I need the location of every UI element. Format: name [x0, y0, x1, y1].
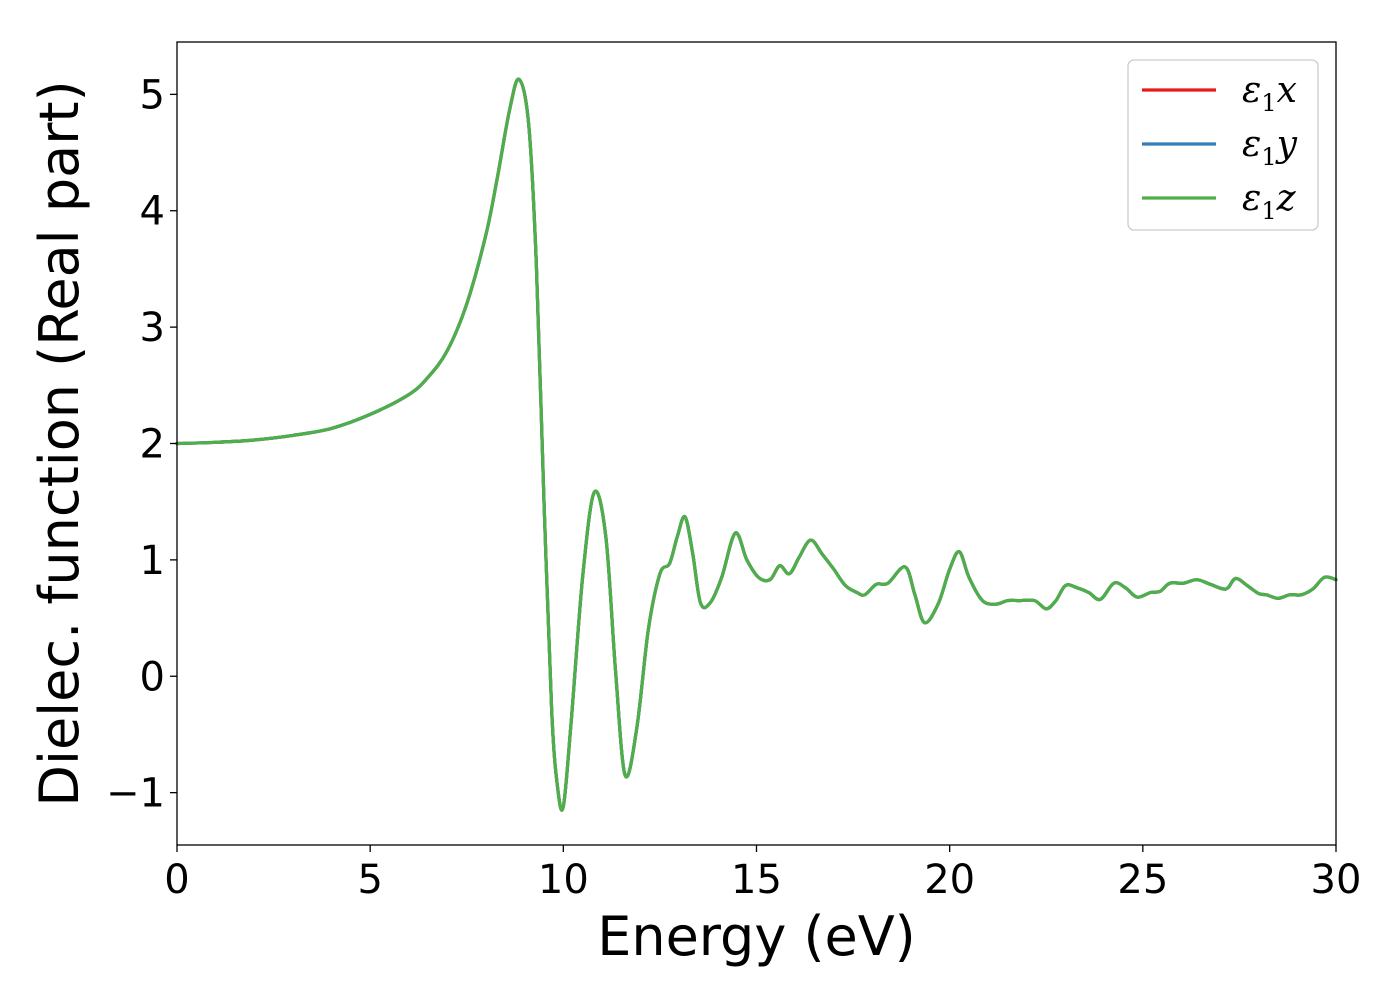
- x-tick-label: 15: [731, 857, 782, 903]
- x-tick-label: 10: [538, 857, 589, 903]
- x-tick-label: 0: [164, 857, 189, 903]
- y-tick-label: 1: [140, 538, 165, 584]
- x-tick-label: 30: [1311, 857, 1362, 903]
- y-axis-title: Dielec. function (Real part): [28, 80, 91, 806]
- x-axis-title: Energy (eV): [597, 905, 916, 968]
- legend-box: [1127, 59, 1319, 231]
- legend-label-z: ε1z: [1242, 178, 1297, 225]
- series-line-z: [175, 77, 1338, 812]
- y-tick-label: 0: [140, 654, 165, 700]
- y-tick-label: 2: [140, 422, 165, 468]
- x-tick-label: 20: [924, 857, 975, 903]
- legend-label-y: ε1y: [1242, 124, 1298, 171]
- x-tick-label: 5: [357, 857, 382, 903]
- y-tick-label: 3: [140, 305, 165, 351]
- legend: ε1x ε1y ε1z: [1127, 59, 1319, 231]
- x-tick-label: 25: [1117, 857, 1168, 903]
- x-axis-ticks: 0 5 10 15 20 25 30: [164, 845, 1361, 903]
- y-axis-ticks: −1 0 1 2 3 4 5: [106, 72, 177, 817]
- plot-lines: [175, 77, 1338, 812]
- y-tick-label: 5: [140, 72, 165, 118]
- y-tick-label: 4: [140, 189, 165, 235]
- y-tick-label: −1: [106, 771, 165, 817]
- legend-label-x: ε1x: [1242, 70, 1297, 117]
